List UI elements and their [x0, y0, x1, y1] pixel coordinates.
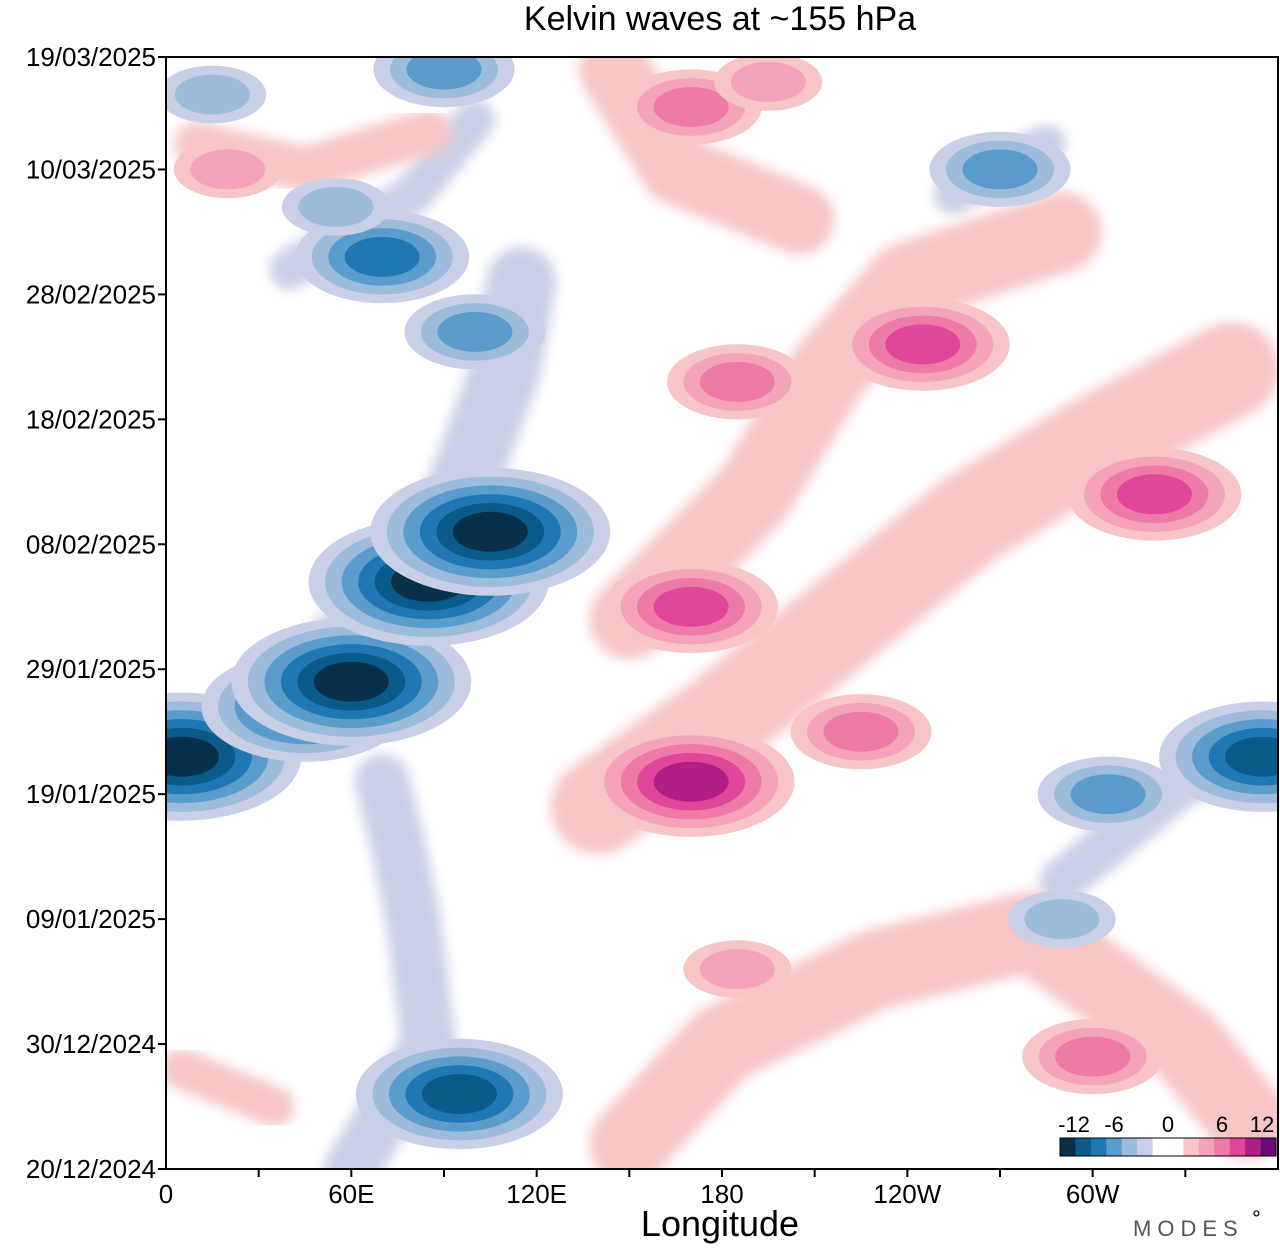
negative-anomaly	[313, 661, 389, 702]
negative-anomaly	[1225, 736, 1278, 777]
colorbar-swatch	[1137, 1138, 1153, 1156]
colorbar-swatch	[1214, 1138, 1231, 1156]
colorbar-swatch	[1106, 1138, 1123, 1156]
positive-anomaly	[823, 711, 899, 752]
y-tick-label: 18/02/2025	[26, 404, 156, 434]
positive-anomaly	[699, 361, 775, 402]
positive-anomaly	[1055, 1036, 1131, 1077]
negative-anomaly	[298, 186, 374, 227]
field-band	[166, 1049, 295, 1127]
x-tick-label: 0	[159, 1179, 173, 1209]
y-tick-label: 29/01/2025	[26, 654, 156, 684]
negative-anomaly	[452, 511, 528, 552]
modes-logo: MODES °	[1133, 1206, 1261, 1241]
positive-anomaly	[190, 149, 266, 190]
logo-mark: °	[1252, 1206, 1261, 1231]
colorbar-swatch	[1245, 1138, 1261, 1156]
y-tick-label: 19/03/2025	[26, 42, 156, 72]
x-axis: 0 60E 120E 180 120W 60W	[159, 1169, 1187, 1209]
x-tick-label: 60E	[328, 1179, 374, 1209]
logo-text: MODES	[1133, 1216, 1244, 1241]
colorbar-label: 6	[1216, 1112, 1228, 1137]
colorbar-swatch	[1060, 1138, 1076, 1156]
field-band	[589, 891, 1278, 1169]
field-band	[589, 191, 1102, 660]
positive-anomaly	[653, 761, 729, 802]
colorbar-swatch	[1260, 1138, 1277, 1156]
colorbar-label: -12	[1058, 1112, 1090, 1137]
x-tick-label: 60W	[1066, 1179, 1120, 1209]
negative-anomaly	[421, 1074, 497, 1114]
colorbar-label: 12	[1250, 1112, 1274, 1137]
colorbar-legend: -12 -6 0 6 12	[1058, 1112, 1277, 1157]
negative-anomaly	[344, 236, 420, 277]
y-tick-label: 20/12/2024	[26, 1154, 156, 1184]
positive-anomaly	[699, 949, 775, 990]
negative-anomaly	[406, 57, 482, 90]
colorbar-swatch	[1152, 1138, 1169, 1156]
positive-anomaly	[1116, 474, 1192, 515]
colorbar-swatch	[1229, 1138, 1246, 1156]
positive-anomaly	[653, 87, 729, 127]
x-axis-label: Longitude	[641, 1203, 799, 1244]
y-axis: 20/12/2024 30/12/2024 09/01/2025 19/01/2025…	[26, 42, 166, 1184]
negative-anomaly	[174, 74, 250, 115]
colorbar-swatch	[1183, 1138, 1200, 1156]
colorbar-swatch	[1075, 1138, 1092, 1156]
colorbar-swatch	[1090, 1138, 1107, 1156]
negative-anomaly	[166, 736, 219, 777]
x-tick-label: 120E	[506, 1179, 567, 1209]
negative-anomaly	[1070, 774, 1146, 815]
negative-anomaly	[1024, 899, 1100, 940]
y-tick-label: 08/02/2025	[26, 529, 156, 559]
y-tick-label: 30/12/2024	[26, 1029, 156, 1059]
chart-title: Kelvin waves at ~155 hPa	[524, 0, 916, 38]
y-tick-label: 10/03/2025	[26, 154, 156, 184]
x-tick-label: 180	[700, 1179, 743, 1209]
positive-anomaly	[653, 586, 729, 627]
y-tick-label: 09/01/2025	[26, 904, 156, 934]
y-tick-label: 28/02/2025	[26, 279, 156, 309]
colorbar-label: 0	[1162, 1112, 1174, 1137]
colorbar-frame	[1059, 1137, 1277, 1157]
colorbar-swatch	[1168, 1138, 1184, 1156]
negative-anomaly	[437, 311, 513, 352]
positive-anomaly	[730, 62, 806, 102]
positive-anomaly	[885, 324, 961, 365]
colorbar-label: -6	[1104, 1112, 1124, 1137]
x-tick-label: 120W	[873, 1179, 941, 1209]
negative-anomaly	[962, 149, 1038, 190]
y-tick-label: 19/01/2025	[26, 779, 156, 809]
wave-field	[166, 57, 1278, 1169]
colorbar-swatch	[1121, 1138, 1138, 1156]
colorbar-swatch	[1198, 1138, 1215, 1156]
